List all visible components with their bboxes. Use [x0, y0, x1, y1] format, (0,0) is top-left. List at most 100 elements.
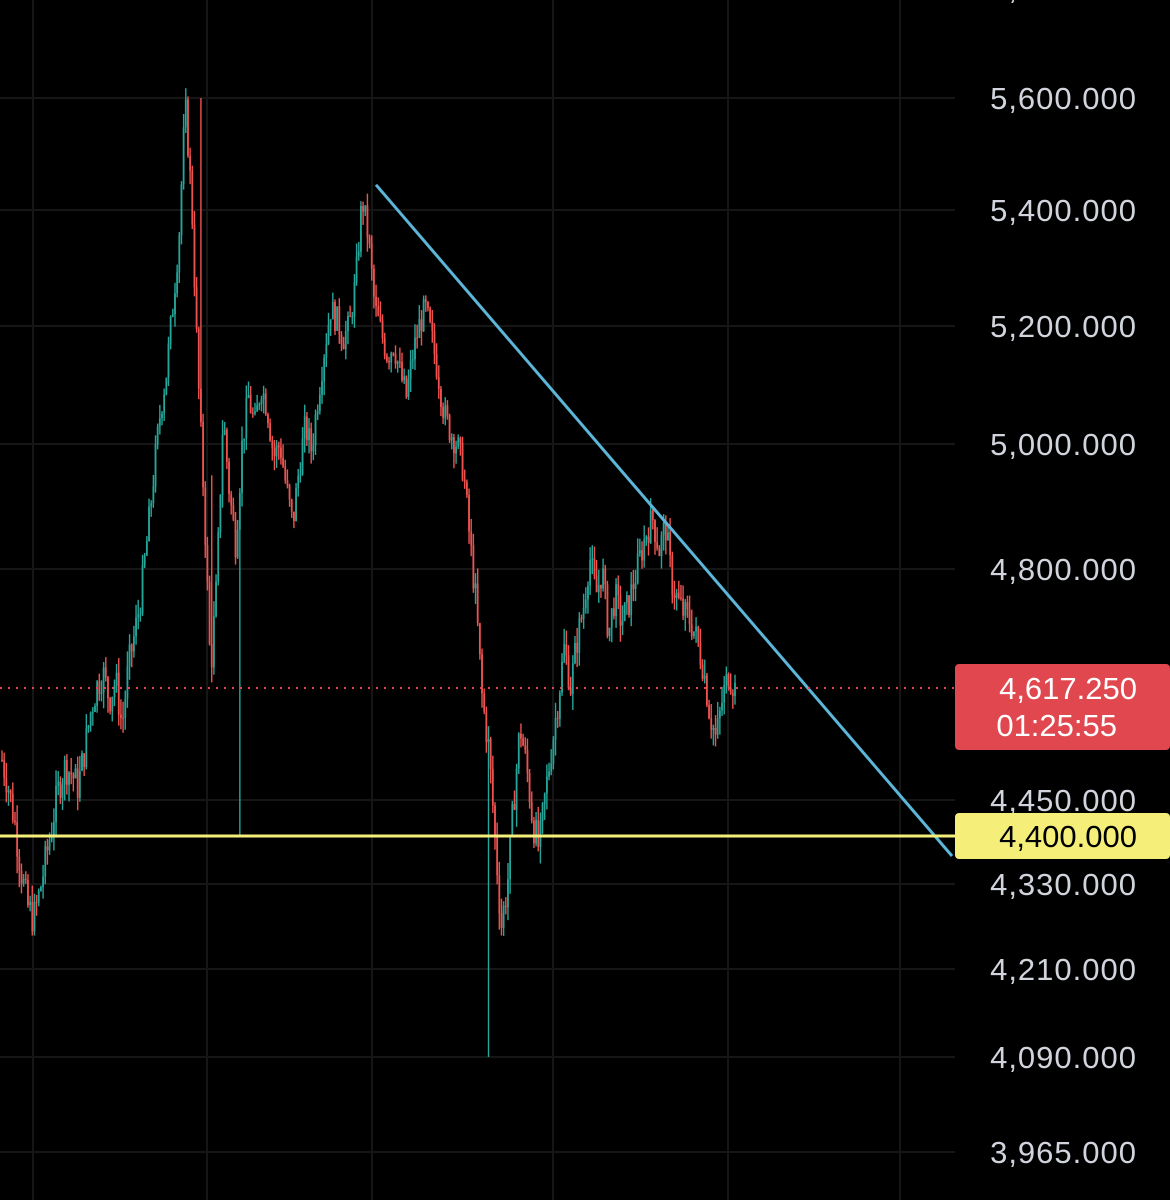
candle-body	[517, 733, 520, 769]
candle-body	[122, 717, 124, 719]
candle-body	[234, 519, 237, 558]
candle-body	[673, 595, 676, 598]
candle-body	[241, 440, 243, 493]
candle-body	[65, 760, 68, 785]
candle-body	[394, 353, 397, 364]
candle-body	[481, 654, 483, 694]
descending-trendline[interactable]	[374, 183, 954, 857]
candle-body	[130, 644, 133, 652]
candle-body	[524, 745, 527, 750]
candle-body	[247, 394, 250, 398]
candle-body	[554, 717, 557, 740]
candle-body	[18, 856, 21, 871]
candle-body	[230, 494, 233, 506]
candle-body	[520, 733, 522, 739]
candle-body	[429, 308, 432, 322]
candle-body	[457, 437, 460, 447]
candle-body	[368, 237, 371, 244]
candle-body	[158, 418, 161, 427]
candle-body	[649, 510, 652, 543]
candle-body	[628, 595, 630, 615]
candle-body	[269, 423, 272, 441]
candle-body	[656, 541, 659, 549]
candle-body	[301, 438, 304, 475]
candle-body	[191, 170, 194, 225]
candle-body	[396, 361, 399, 364]
candle-body	[323, 357, 326, 382]
last-price-badge-background	[955, 664, 1170, 750]
candle-body	[275, 445, 278, 457]
candle-body	[267, 414, 269, 424]
candle-body	[338, 306, 341, 335]
candle-body	[256, 405, 259, 412]
candle-body	[734, 682, 736, 696]
candle-body	[600, 584, 602, 589]
last-price-badge: 4,617.250 01:25:55	[955, 664, 1170, 750]
candle-body	[284, 466, 287, 481]
candle-body	[602, 568, 605, 589]
candle-body	[474, 583, 477, 589]
bar-countdown: 01:25:55	[996, 708, 1117, 743]
candle-body	[539, 821, 542, 847]
candle-body	[392, 353, 395, 355]
candle-body	[20, 870, 23, 884]
candle-body	[96, 681, 99, 706]
candle-body	[182, 127, 185, 185]
candle-body	[373, 268, 375, 297]
candle-body	[604, 568, 607, 585]
candle-body	[128, 644, 131, 667]
candle-body	[293, 511, 295, 522]
candle-body	[342, 344, 345, 350]
candle-body	[634, 583, 637, 590]
candle-body	[113, 685, 116, 698]
candle-body	[195, 287, 198, 329]
candle-body	[541, 804, 544, 822]
candle-body	[85, 728, 88, 768]
price-tick-label: 4,210.000	[990, 952, 1137, 987]
candle-body	[260, 399, 263, 405]
candle-body	[351, 316, 354, 318]
candle-body	[507, 879, 509, 908]
grid	[0, 0, 955, 1200]
candle-body	[104, 667, 107, 678]
candle-body	[440, 389, 442, 407]
candle-body	[675, 592, 678, 598]
candle-body	[7, 790, 10, 793]
candles	[1, 88, 736, 1057]
candle-body	[511, 804, 514, 836]
price-axis[interactable]: 5,800.000 5,600.000 5,400.000 5,200.000 5,00…	[990, 0, 1137, 1170]
candle-body	[405, 376, 408, 398]
candle-body	[684, 602, 687, 616]
candle-body	[699, 642, 702, 665]
candle-body	[416, 337, 419, 339]
candle-body	[11, 793, 14, 821]
candle-body	[459, 437, 462, 443]
candle-body	[366, 205, 369, 238]
level-value: 4,400.000	[999, 819, 1137, 854]
candle-body	[225, 429, 228, 462]
candle-body	[714, 727, 717, 735]
candle-body	[150, 503, 153, 507]
candle-body	[671, 555, 674, 596]
candle-body	[623, 602, 626, 621]
candle-body	[533, 820, 535, 844]
candle-body	[42, 876, 44, 888]
candle-body	[500, 913, 503, 929]
candle-body	[68, 772, 70, 785]
candle-body	[87, 725, 90, 729]
candle-body	[22, 878, 25, 884]
candle-body	[377, 305, 380, 316]
candle-body	[310, 428, 313, 452]
candle-body	[271, 440, 274, 448]
candle-body	[522, 738, 525, 746]
candle-body	[223, 429, 226, 435]
candle-body	[9, 790, 12, 794]
candle-body	[44, 846, 47, 877]
candle-body	[515, 768, 518, 810]
candle-body	[716, 718, 719, 735]
candle-body	[485, 711, 488, 743]
price-tick-label: 4,330.000	[990, 867, 1137, 902]
candle-body	[100, 692, 103, 694]
